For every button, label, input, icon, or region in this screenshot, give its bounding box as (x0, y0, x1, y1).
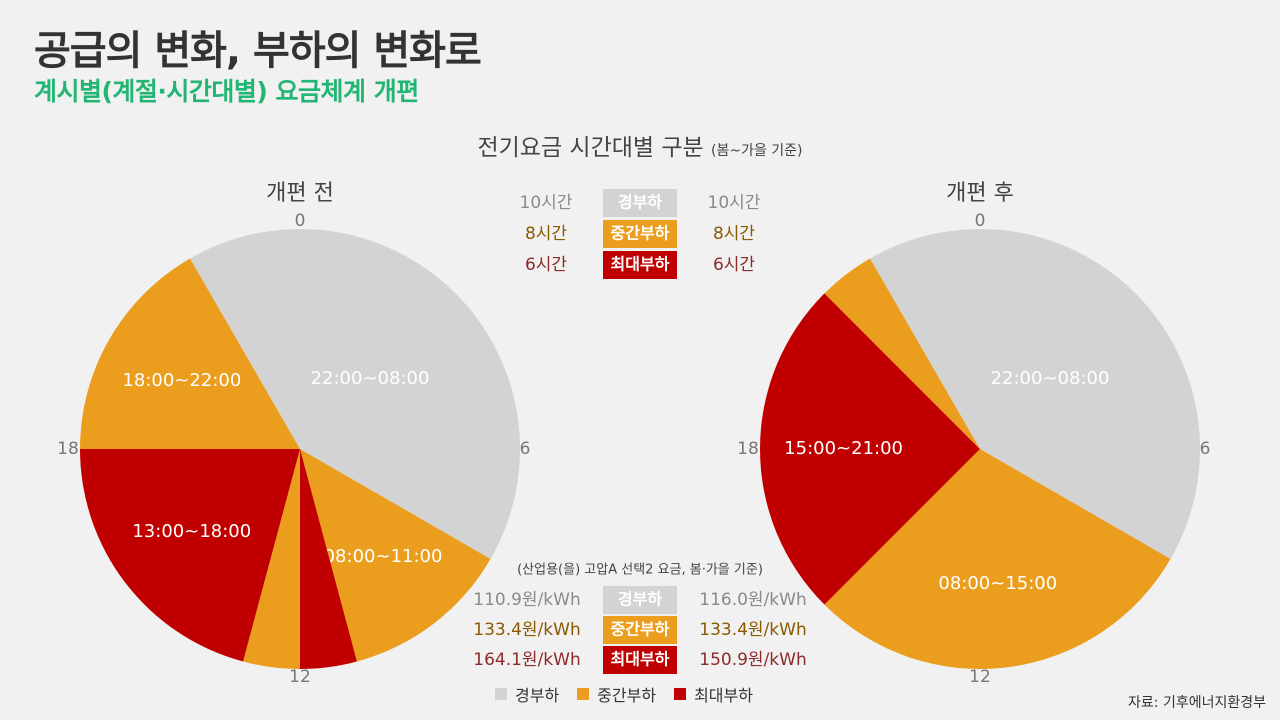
pie-slice-mid (824, 258, 980, 449)
pie-slice-label: 13:00~18:00 (132, 521, 251, 542)
legend-item-mid: 중간부하 (577, 682, 656, 706)
source-note: 자료: 기후에너지환경부 (1128, 695, 1266, 711)
pie-slice-peak (300, 449, 357, 669)
chart-title-text: 전기요금 시간대별 구분 (477, 135, 704, 161)
pie-slice-mid (243, 449, 300, 669)
tag-label-light: 경부하 (618, 193, 662, 212)
pie-slice-label: 18:00~22:00 (122, 370, 241, 391)
page-title: 공급의 변화, 부하의 변화로 (34, 28, 482, 74)
price-table-note: (산업용(을) 고압A 선택2 요금, 봄·가을 기준) (517, 563, 763, 578)
tag-box-light (603, 189, 677, 217)
hour-tick-label: 18 (737, 439, 759, 459)
pie-chart-after: 개편 후 22:00~08:00 08:00~15:00 15:00~21:00 0 6 1… (737, 181, 1210, 687)
pie-slice-light (870, 228, 1200, 560)
hour-tick-label: 0 (295, 211, 306, 231)
value-after-peak: 150.9원/kWh (699, 650, 806, 670)
price-table: 경부하 110.9원/kWh 116.0원/kWh 중간부하 133.4원/kWh 133… (473, 563, 807, 674)
legend-label-peak: 최대부하 (694, 686, 753, 705)
legend-item-peak: 최대부하 (674, 682, 753, 706)
pie-slice-label: 08:00~11:00 (324, 546, 443, 567)
hour-tick-label: 0 (975, 211, 986, 231)
tag-label-peak: 최대부하 (611, 650, 670, 669)
pie-slice-label: 22:00~08:00 (311, 368, 430, 389)
legend-swatch-mid (577, 688, 590, 700)
tag-box-mid (603, 616, 677, 644)
legend-item-light: 경부하 (495, 682, 559, 706)
pie-slice-mid (824, 449, 1171, 669)
tag-label-mid: 중간부하 (611, 224, 670, 243)
tag-box-light (603, 586, 677, 614)
pie-title: 개편 후 (946, 181, 1014, 206)
tag-label-mid: 중간부하 (611, 620, 670, 639)
value-before-peak: 6시간 (525, 255, 567, 275)
legend-label-light: 경부하 (515, 686, 560, 705)
chart-title: 전기요금 시간대별 구분 (봄~가을 기준) (0, 128, 1280, 162)
pie-slice-peak (760, 293, 980, 605)
page-subtitle: 계시별(계절·시간대별) 요금체계 개편 (34, 77, 419, 106)
hour-tick-label: 12 (969, 667, 991, 687)
value-before-light: 10시간 (520, 193, 573, 213)
chart-title-note: (봄~가을 기준) (711, 143, 803, 159)
legend-swatch-light (495, 688, 507, 700)
pie-slice-label: 15:00~21:00 (784, 438, 903, 459)
pie-slice-mid (300, 449, 491, 662)
legend-swatch-peak (674, 688, 687, 700)
value-before-mid: 133.4원/kWh (473, 620, 580, 640)
value-after-mid: 8시간 (713, 224, 755, 244)
legend: 경부하 중간부하 최대부하 (495, 682, 753, 706)
value-before-mid: 8시간 (525, 224, 567, 244)
tag-label-peak: 최대부하 (611, 255, 670, 274)
tag-box-mid (603, 220, 677, 248)
hour-tick-label: 18 (57, 439, 79, 459)
hour-tick-label: 6 (1200, 439, 1211, 459)
hour-tick-label: 6 (520, 439, 531, 459)
tag-box-peak (603, 251, 677, 279)
pie-slice-peak (80, 449, 300, 662)
value-after-light: 116.0원/kWh (699, 590, 806, 610)
value-after-light: 10시간 (708, 193, 761, 213)
value-before-peak: 164.1원/kWh (473, 650, 580, 670)
pie-slice-light (190, 228, 520, 559)
value-after-peak: 6시간 (713, 255, 755, 275)
pie-title: 개편 전 (266, 181, 334, 206)
hour-tick-label: 12 (289, 667, 311, 687)
pie-slice-label: 08:00~15:00 (938, 573, 1057, 594)
tag-box-peak (603, 646, 677, 674)
pie-slice-label: 22:00~08:00 (991, 368, 1110, 389)
value-before-light: 110.9원/kWh (473, 590, 580, 610)
tag-label-light: 경부하 (618, 590, 662, 609)
pie-slice-mid (80, 258, 300, 449)
legend-label-mid: 중간부하 (597, 686, 657, 705)
value-after-mid: 133.4원/kWh (699, 620, 806, 640)
pie-chart-before: 개편 전 22:00~08:00 08:00~11:00 13:00~18:00 18:… (57, 181, 530, 687)
